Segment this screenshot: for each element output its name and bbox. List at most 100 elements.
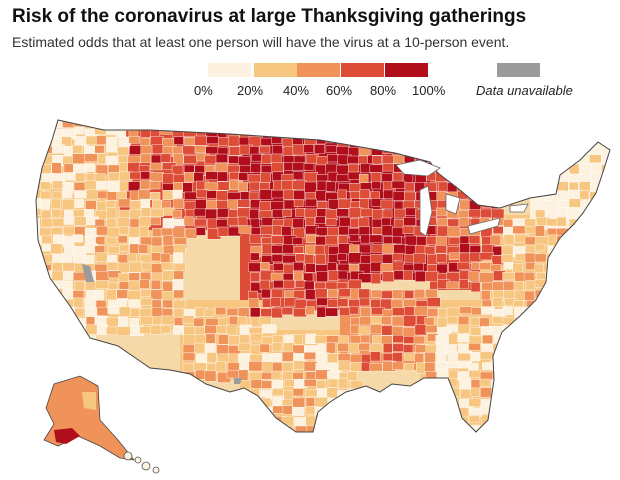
- county-cell: [327, 398, 339, 406]
- county-cell: [36, 120, 43, 128]
- county-cell: [161, 200, 172, 209]
- county-cell: [535, 162, 547, 171]
- county-cell: [271, 162, 284, 173]
- county-cell: [535, 171, 547, 181]
- county-cell: [30, 109, 40, 118]
- county-cell: [457, 333, 470, 343]
- legend-label-40: 40%: [283, 83, 310, 98]
- county-cell: [413, 335, 425, 345]
- county-cell: [249, 234, 262, 244]
- county-cell: [260, 262, 270, 270]
- county-cell: [492, 245, 502, 256]
- county-cell: [493, 434, 503, 444]
- county-cell: [460, 434, 470, 443]
- county-cell: [271, 189, 284, 199]
- county-cell: [613, 201, 620, 212]
- county-cell: [392, 343, 405, 352]
- county-cell: [84, 180, 97, 191]
- county-cell: [271, 288, 284, 299]
- county-cell: [36, 281, 41, 292]
- county-cell: [272, 263, 285, 271]
- county-cell: [150, 208, 164, 217]
- county-cell: [249, 252, 260, 261]
- county-cell: [325, 235, 338, 246]
- county-cell: [107, 246, 120, 254]
- county-cell: [217, 181, 230, 191]
- county-cell: [95, 280, 110, 289]
- county-cell: [535, 156, 547, 168]
- county-cell: [590, 218, 602, 229]
- county-cell: [63, 343, 77, 352]
- county-cell: [402, 327, 417, 338]
- county-cell: [53, 307, 64, 316]
- county-cell: [152, 316, 162, 325]
- county-cell: [481, 306, 495, 315]
- county-cell: [204, 308, 215, 317]
- county-cell: [491, 397, 502, 409]
- county-cell: [349, 191, 361, 199]
- county-cell: [140, 145, 154, 155]
- county-cell: [348, 299, 361, 308]
- county-cell: [193, 317, 205, 327]
- county-cell: [51, 162, 62, 174]
- county-cell: [392, 335, 404, 343]
- legend-swatch-3: [341, 63, 384, 77]
- county-cell: [338, 225, 349, 236]
- county-cell: [271, 307, 283, 319]
- county-cell: [162, 299, 173, 309]
- county-cell: [569, 245, 584, 254]
- county-cell: [194, 334, 207, 344]
- county-cell: [173, 153, 184, 165]
- county-cell: [73, 297, 84, 309]
- county-cell: [118, 109, 132, 117]
- county-cell: [534, 225, 545, 237]
- county-cell: [325, 181, 336, 192]
- county-cell: [501, 254, 514, 264]
- county-cell: [36, 298, 42, 307]
- county-cell: [524, 344, 535, 353]
- county-cell: [107, 180, 121, 192]
- county-cell: [459, 199, 470, 211]
- county-cell: [602, 182, 610, 194]
- county-cell: [613, 228, 620, 238]
- county-cell: [481, 299, 492, 308]
- county-cell: [492, 425, 506, 432]
- county-cell: [182, 352, 196, 362]
- county-cell: [260, 288, 271, 299]
- county-cell: [151, 228, 163, 237]
- county-cell: [381, 225, 393, 236]
- county-cell: [372, 335, 383, 344]
- county-cell: [40, 128, 54, 139]
- county-cell: [524, 252, 537, 264]
- county-cell: [228, 135, 240, 147]
- county-cell: [382, 243, 396, 255]
- county-cell: [85, 227, 98, 238]
- county-cell: [426, 297, 441, 307]
- county-cell: [317, 201, 328, 209]
- county-cell: [589, 154, 602, 163]
- county-cell: [449, 434, 458, 444]
- county-cell: [151, 236, 163, 248]
- county-cell: [457, 324, 470, 334]
- county-cell: [349, 324, 361, 334]
- county-cell: [84, 254, 95, 265]
- county-cell: [349, 425, 363, 432]
- county-cell: [468, 209, 483, 218]
- county-cell: [259, 424, 272, 432]
- county-cell: [525, 361, 540, 370]
- alaska: [43, 375, 135, 461]
- county-cell: [127, 155, 141, 164]
- county-cell: [85, 324, 99, 335]
- county-cell: [524, 218, 536, 228]
- county-cell: [86, 109, 97, 118]
- county-cell: [402, 200, 415, 209]
- county-cell: [381, 173, 393, 183]
- county-cell: [414, 353, 424, 364]
- county-cell: [160, 325, 171, 334]
- county-cell: [303, 144, 314, 153]
- county-cell: [370, 261, 383, 272]
- legend-swatch-2: [297, 63, 340, 77]
- county-cell: [151, 144, 164, 154]
- county-cell: [248, 361, 263, 372]
- county-cell: [270, 297, 281, 307]
